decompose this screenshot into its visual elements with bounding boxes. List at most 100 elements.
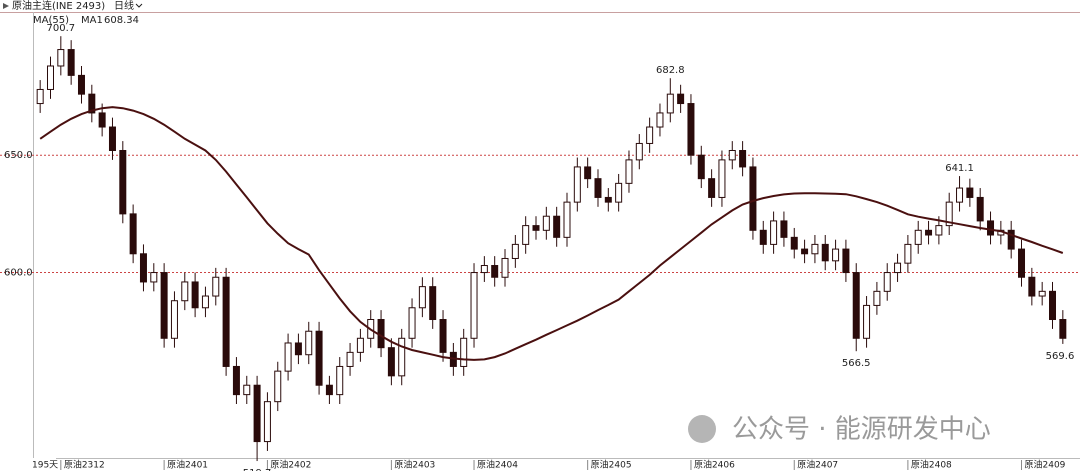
ma-name: MA1 (81, 15, 103, 26)
x-tick-label: 原油2403 (394, 459, 435, 471)
candle-body (625, 159, 633, 184)
ma-line (39, 106, 1064, 361)
candle-body (935, 225, 943, 236)
candle-body (532, 225, 540, 231)
candle-body (770, 220, 778, 245)
extreme-label: 566.5 (842, 358, 871, 369)
candle-body (1059, 319, 1067, 339)
candle-body (542, 215, 550, 231)
candle-body (594, 178, 602, 198)
candle-body (181, 281, 189, 302)
watermark: 公众号 · 能源研发中心 (688, 415, 991, 445)
candle-body (150, 272, 158, 283)
candle-body (945, 201, 953, 227)
watermark-text: 公众号 · 能源研发中心 (732, 415, 991, 445)
candle-body (832, 248, 840, 262)
candle-body (563, 201, 571, 238)
candle-body (863, 304, 871, 339)
indicator: MA(55) (33, 15, 69, 26)
candle-body (222, 276, 230, 367)
candle-body (584, 166, 592, 180)
candle-body (904, 243, 912, 264)
candle-body (553, 215, 561, 238)
x-tick-label: 原油2406 (694, 459, 735, 471)
candle-body (67, 49, 75, 76)
candle-body (604, 196, 612, 203)
extreme-label: 519.7 (243, 468, 272, 471)
candle-body (739, 149, 747, 168)
candle-body (883, 272, 891, 292)
x-tick-label: 原油2409 (1025, 459, 1066, 471)
candle-body (666, 93, 674, 114)
candle-body (160, 272, 168, 339)
chart-title: 原油主连(INE 2493) (12, 0, 105, 12)
candle-body (646, 126, 654, 144)
candle-body (759, 229, 767, 245)
candle-body (914, 229, 922, 245)
candle-body (615, 182, 623, 203)
candle-body (821, 243, 829, 262)
x-tick-label: 原油2401 (167, 459, 208, 471)
candle-body (263, 401, 271, 443)
period[interactable]: 日线 (114, 0, 134, 12)
candle-body (77, 74, 85, 95)
x-tick-label: 原油2405 (591, 459, 632, 471)
candle-body (274, 370, 282, 403)
x-tick-label: 原油2312 (64, 459, 105, 471)
candle-body (243, 384, 251, 396)
candle-body (139, 253, 147, 283)
candle-body (315, 330, 323, 386)
candle-body (119, 149, 127, 215)
candle-body (356, 337, 364, 353)
candle-body (987, 220, 995, 236)
candle-body (708, 178, 716, 198)
candle-body (253, 384, 261, 443)
candle-body (98, 112, 106, 128)
extreme-label: 641.1 (945, 163, 974, 174)
candle-body (129, 213, 137, 255)
candle-body (170, 300, 178, 339)
candle-body (480, 265, 488, 274)
candle-body (677, 93, 685, 105)
candle-body (976, 196, 984, 222)
candle-body (46, 65, 54, 90)
x-tick-label: 原油2408 (911, 459, 952, 471)
candle-body (501, 257, 509, 278)
candle-body (925, 229, 933, 236)
candle-body (191, 281, 199, 309)
candle-body (346, 351, 354, 367)
candle-body (1007, 229, 1015, 250)
candle-body (687, 103, 695, 156)
candle-body (212, 276, 220, 297)
candle-body (1018, 248, 1026, 278)
candle-body (790, 236, 798, 250)
ma-value: 608.34 (104, 15, 139, 26)
arrow-icon (3, 3, 9, 9)
candle-body (718, 159, 726, 198)
extreme-label: 700.7 (47, 23, 76, 34)
candle-body (57, 49, 65, 67)
x-tick-label: 原油2407 (797, 459, 838, 471)
x-tick-label: 原油2402 (270, 459, 311, 471)
candle-body (387, 347, 395, 377)
candle-body (201, 295, 209, 309)
candle-body (1028, 276, 1036, 297)
days-box (30, 458, 56, 471)
candle-body (956, 187, 964, 203)
candle-body (573, 166, 581, 203)
candle-body (491, 265, 499, 278)
candle-body (305, 330, 313, 356)
candle-body (728, 149, 736, 161)
candle-body (460, 337, 468, 367)
candle-body (842, 248, 850, 274)
candle-body (511, 243, 519, 259)
candle-body (780, 220, 788, 238)
candle-body (635, 142, 643, 161)
x-tick-label: 原油2404 (477, 459, 518, 471)
extreme-label: 682.8 (656, 65, 685, 76)
candle-body (656, 112, 664, 128)
extreme-label: 569.6 (1046, 351, 1075, 362)
candle-body (408, 307, 416, 339)
candle-body (1049, 290, 1057, 321)
